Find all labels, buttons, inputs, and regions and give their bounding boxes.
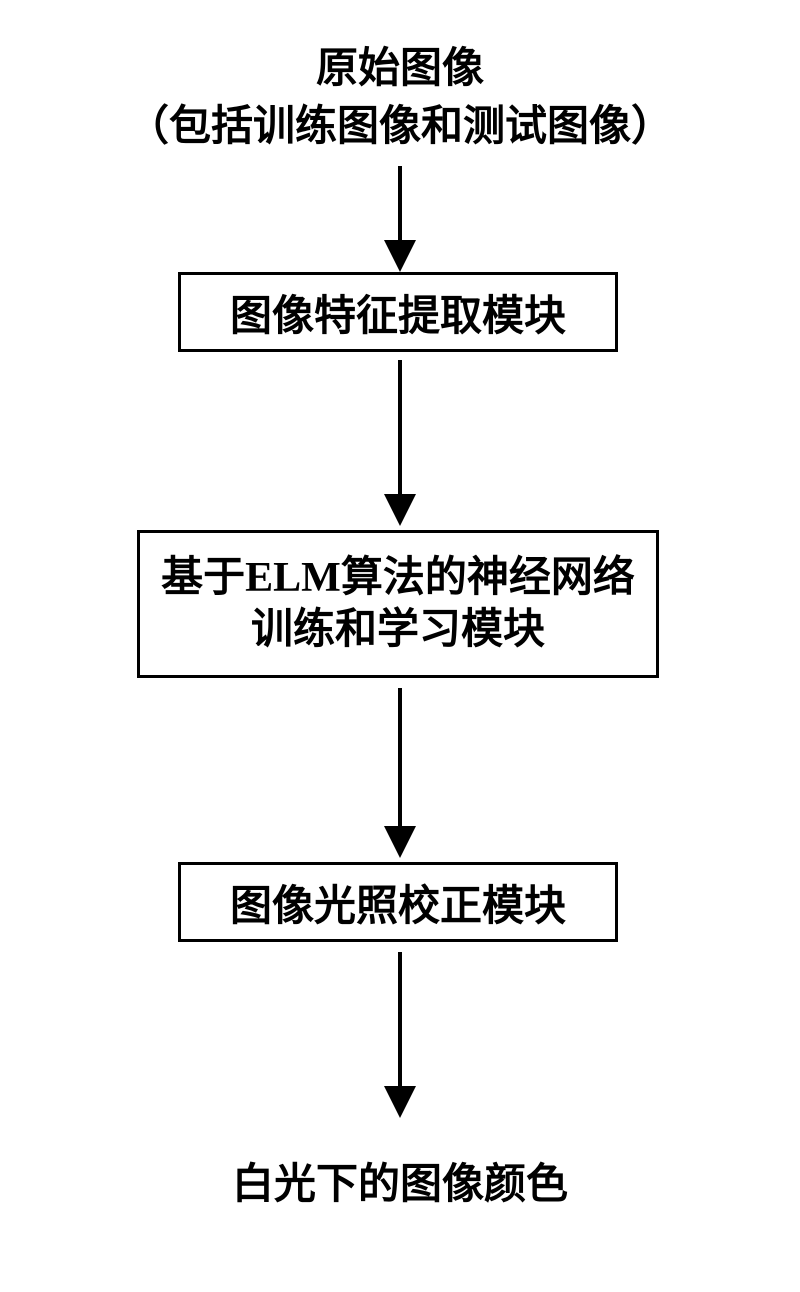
flowchart-canvas: 原始图像 （包括训练图像和测试图像） 图像特征提取模块 基于ELM算法的神经网络… (0, 0, 800, 1292)
arrow-1 (0, 0, 800, 1292)
